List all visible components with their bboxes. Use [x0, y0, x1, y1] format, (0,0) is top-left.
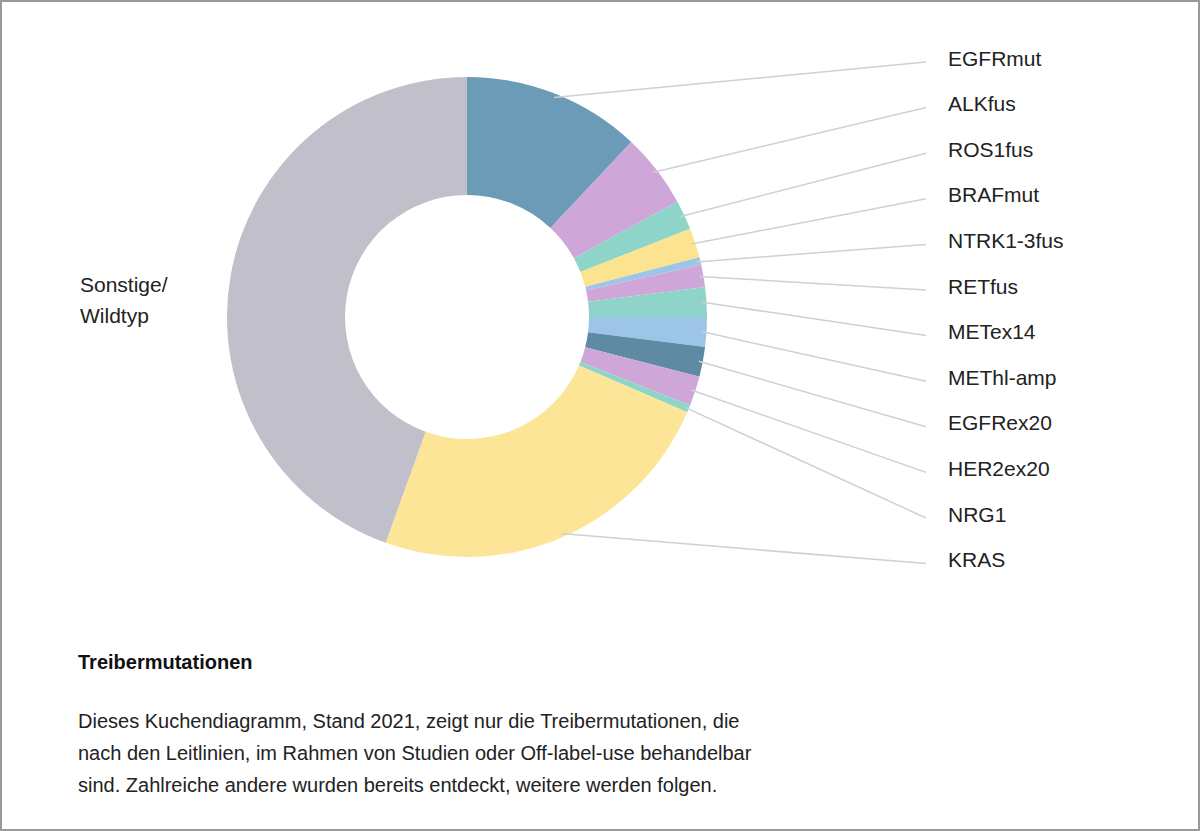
slice	[227, 77, 467, 543]
caption: Dieses Kuchendiagramm, Stand 2021, zeigt…	[78, 710, 740, 732]
leader-line	[703, 302, 926, 335]
frame	[1, 1, 1199, 830]
slice	[386, 365, 688, 557]
slice-label: NRG1	[948, 503, 1006, 526]
label-line: Wildtyp	[80, 304, 149, 327]
slice-label: KRAS	[948, 548, 1005, 571]
leader-line	[699, 276, 926, 290]
leader-line	[691, 199, 926, 244]
slice-label: HER2ex20	[948, 457, 1050, 480]
leader-line	[691, 390, 926, 472]
leader-line	[703, 332, 926, 381]
slices	[227, 77, 707, 557]
slice-label: Sonstige/Wildtyp	[80, 273, 168, 327]
chart: EGFRmut ALKfus ROS1fus BRAFmut NTRK1-3fus RET…	[0, 0, 1200, 831]
label-line: Sonstige/	[80, 273, 168, 296]
caption: nach den Leitlinien, im Rahmen von Studi…	[78, 742, 752, 764]
slice-label: RETfus	[948, 275, 1018, 298]
leader-line	[699, 361, 926, 427]
leader-line	[554, 62, 926, 98]
slice-label: EGFRmut	[948, 47, 1042, 70]
leader-line	[685, 407, 926, 518]
slice-label: METex14	[948, 320, 1036, 343]
slice-label: EGFRex20	[948, 411, 1052, 434]
leader-line	[561, 534, 926, 564]
slice	[588, 287, 707, 317]
slice-label: BRAFmut	[948, 183, 1039, 206]
caption: sind. Zahlreiche andere wurden bereits e…	[78, 774, 717, 796]
slice-label: METhl-amp	[948, 366, 1057, 389]
title: Treibermutationen	[78, 651, 252, 673]
slice-label: ROS1fus	[948, 138, 1033, 161]
leader-line	[653, 108, 926, 173]
slice-label: ALKfus	[948, 92, 1016, 115]
leader-line	[681, 153, 926, 216]
leader-line	[696, 244, 926, 262]
slice-label: NTRK1-3fus	[948, 229, 1064, 252]
